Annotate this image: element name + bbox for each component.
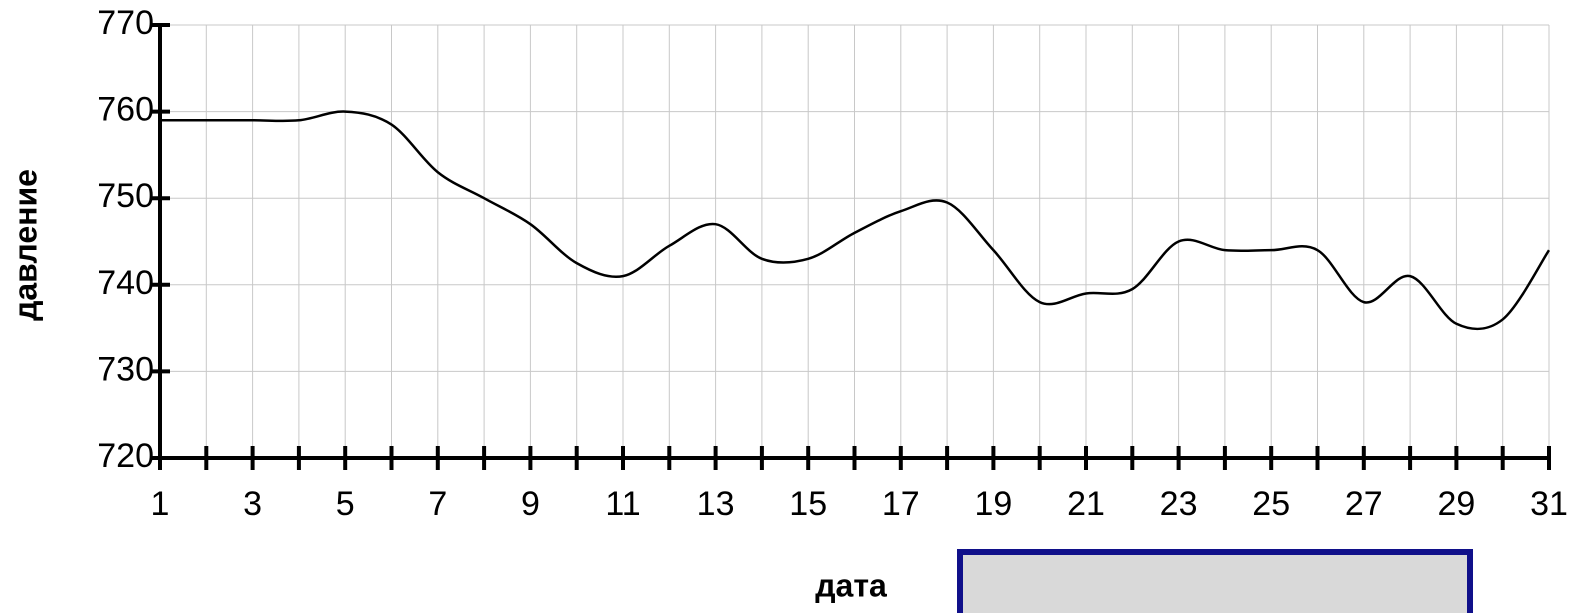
x-tick-label: 3 bbox=[243, 485, 262, 523]
x-tick-label: 25 bbox=[1252, 485, 1290, 523]
x-tick-label: 19 bbox=[974, 485, 1012, 523]
data-line bbox=[160, 110, 1551, 331]
x-tick-label: 27 bbox=[1345, 485, 1383, 523]
x-tick-label: 31 bbox=[1530, 485, 1568, 523]
y-tick-label: 750 bbox=[97, 177, 154, 215]
y-tick-label: 760 bbox=[97, 91, 154, 129]
y-tick-label: 770 bbox=[97, 4, 154, 42]
x-tick-label: 11 bbox=[605, 485, 640, 523]
x-tick-label: 7 bbox=[428, 485, 447, 523]
x-tick-label: 21 bbox=[1067, 485, 1105, 523]
x-tick-label: 13 bbox=[697, 485, 735, 523]
decorative-image bbox=[957, 549, 1473, 613]
x-tick-label: 1 bbox=[151, 485, 170, 523]
x-tick-label: 29 bbox=[1437, 485, 1475, 523]
y-tick-label: 740 bbox=[97, 264, 154, 302]
x-tick-label: 5 bbox=[336, 485, 355, 523]
x-axis-label: дата bbox=[815, 567, 887, 603]
y-tick-label: 730 bbox=[97, 350, 154, 388]
x-tick-label: 9 bbox=[521, 485, 540, 523]
y-tick-label: 720 bbox=[97, 437, 154, 475]
x-tick-label: 23 bbox=[1160, 485, 1198, 523]
y-axis-label: давление bbox=[7, 169, 43, 321]
x-tick-label: 15 bbox=[789, 485, 827, 523]
x-tick-label: 17 bbox=[882, 485, 920, 523]
